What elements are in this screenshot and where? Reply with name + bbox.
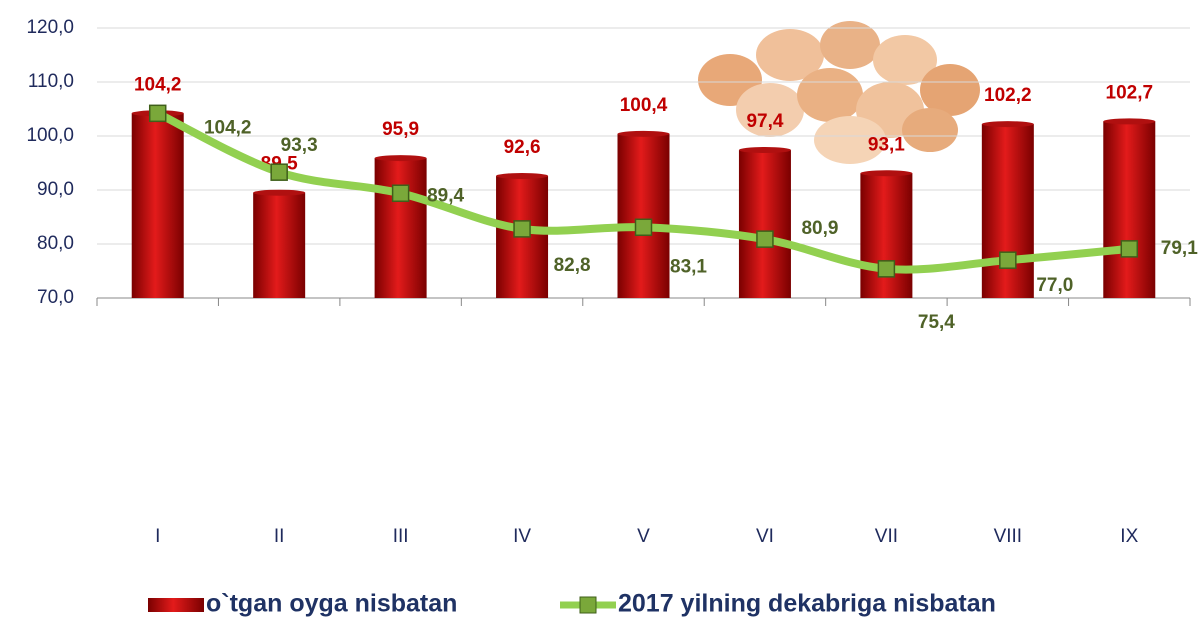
y-tick-label: 80,0	[37, 233, 74, 254]
y-tick-label: 70,0	[37, 287, 74, 308]
x-tick-label: II	[274, 526, 285, 547]
x-tick-label: VI	[756, 526, 774, 547]
line-value-label: 77,0	[1036, 275, 1073, 296]
bar	[1103, 121, 1155, 298]
bar-top	[860, 170, 912, 176]
y-tick-label: 90,0	[37, 179, 74, 200]
bar	[253, 193, 305, 298]
x-tick-label: VII	[875, 526, 898, 547]
y-tick-label: 120,0	[26, 17, 74, 38]
bar	[739, 150, 791, 298]
line-value-label: 89,4	[427, 185, 464, 206]
legend-swatch	[148, 598, 204, 612]
line-marker	[514, 221, 530, 237]
line-marker	[636, 219, 652, 235]
legend-marker	[580, 597, 596, 613]
line-marker	[757, 231, 773, 247]
bar-top	[739, 147, 791, 153]
line-marker	[393, 185, 409, 201]
bar	[618, 134, 670, 298]
legend-label: o`tgan oyga nisbatan	[206, 590, 457, 618]
line-value-label: 93,3	[281, 135, 318, 156]
bar-value-label: 100,4	[620, 95, 668, 116]
bar-top	[375, 155, 427, 161]
line-value-label: 83,1	[670, 256, 707, 277]
bar-top	[496, 173, 548, 179]
line-marker	[1000, 252, 1016, 268]
y-tick-label: 110,0	[28, 71, 74, 92]
x-tick-label: VIII	[994, 526, 1023, 547]
bar	[982, 124, 1034, 298]
bar	[132, 113, 184, 298]
line-marker	[878, 261, 894, 277]
bar-value-label: 97,4	[746, 111, 783, 132]
bar-value-label: 95,9	[382, 119, 419, 140]
line-value-label: 82,8	[554, 255, 591, 276]
bar-value-label: 102,7	[1106, 82, 1154, 103]
line-marker	[271, 164, 287, 180]
x-tick-label: I	[155, 526, 160, 547]
bar-value-label: 104,2	[134, 74, 182, 95]
x-tick-label: IV	[513, 526, 531, 547]
chart: 70,080,090,0100,0110,0120,0IIIIIIIVVVIVI…	[0, 0, 1201, 619]
eggs-picture	[698, 21, 980, 164]
y-tick-label: 100,0	[26, 125, 74, 146]
x-tick-label: III	[393, 526, 409, 547]
line-value-label: 80,9	[801, 218, 838, 239]
line-marker	[150, 105, 166, 121]
line-value-label: 104,2	[204, 117, 252, 138]
x-tick-label: V	[637, 526, 650, 547]
bar-top	[982, 121, 1034, 127]
line-value-label: 75,4	[918, 312, 955, 333]
bar-top	[618, 131, 670, 137]
legend-label: 2017 yilning dekabriga nisbatan	[618, 590, 996, 618]
bar-value-label: 92,6	[504, 137, 541, 158]
x-tick-label: IX	[1120, 526, 1138, 547]
line-marker	[1121, 241, 1137, 257]
bar-top	[1103, 118, 1155, 124]
line-value-label: 79,1	[1161, 238, 1198, 259]
bar-value-label: 93,1	[868, 134, 905, 155]
bar	[860, 173, 912, 298]
bar-value-label: 102,2	[984, 85, 1032, 106]
bar	[375, 158, 427, 298]
bar-top	[253, 190, 305, 196]
